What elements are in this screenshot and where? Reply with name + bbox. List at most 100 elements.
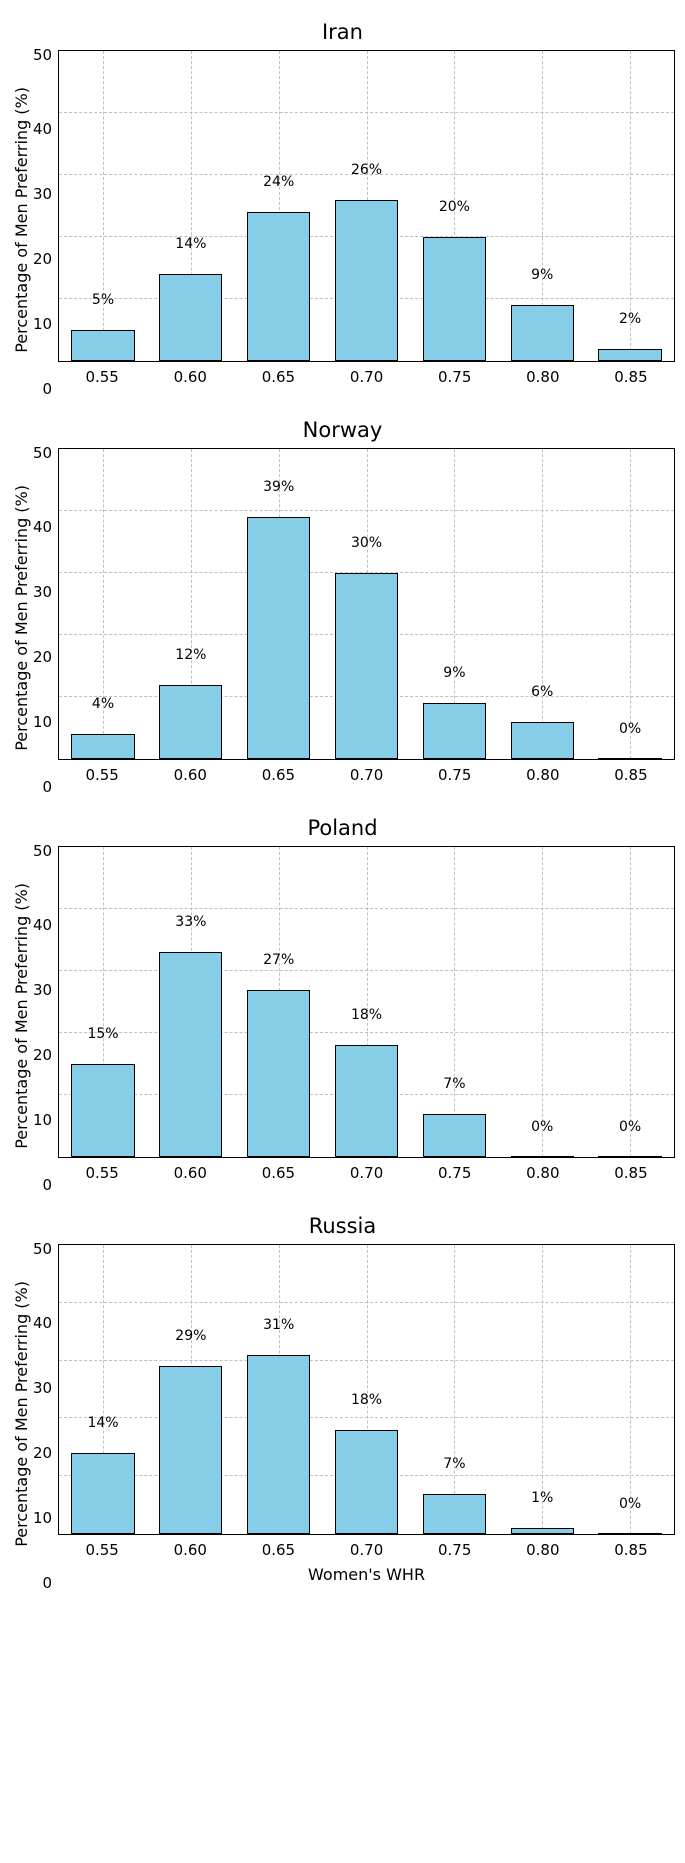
bar [335,1430,398,1534]
y-tick: 20 [33,1048,52,1063]
bar-value-label: 5% [92,292,114,311]
panel-title: Russia [10,1214,675,1238]
bar-value-label: 15% [87,1026,118,1045]
bar [598,758,661,759]
x-tick: 0.60 [174,766,207,784]
y-tick: 40 [33,918,52,933]
y-tick: 30 [33,983,52,998]
x-tick: 0.65 [262,1164,295,1182]
bar-value-label: 39% [263,479,294,498]
x-tick: 0.60 [174,368,207,386]
plot-wrap: Percentage of Men Preferring (%)50403020… [10,448,675,788]
bar-value-label: 9% [531,267,553,286]
y-ticks: 50403020100 [33,1244,58,1584]
plot-area: 5%14%24%26%20%9%2% [58,50,675,362]
plot-wrap: Percentage of Men Preferring (%) 50 40 30 20… [10,1244,675,1584]
x-tick: 0.70 [350,368,383,386]
x-tick: 0.75 [438,368,471,386]
bar [71,330,134,361]
y-tick: 0 [43,1178,53,1193]
y-tick: 20 [33,1446,52,1461]
plot-wrap: Percentage of Men Preferring (%)50403020… [10,846,675,1186]
x-tick: 0.60 [174,1164,207,1182]
bar [247,990,310,1157]
panel-title: Norway [10,418,675,442]
bars: 5%14%24%26%20%9%2% [59,51,674,361]
chart-panel: IranPercentage of Men Preferring (%)5040… [10,20,675,390]
bar [423,1114,486,1157]
bar-value-label: 4% [92,696,114,715]
bar [423,1494,486,1534]
y-tick: 30 [33,585,52,600]
bar-value-label: 18% [351,1392,382,1411]
bar-value-label: 20% [439,199,470,218]
x-tick: 0.75 [438,766,471,784]
bar-value-label: 0% [619,721,641,740]
y-tick: 0 [43,382,53,397]
y-tick: 30 [33,1381,52,1396]
bar [159,1366,222,1534]
x-tick: 0.55 [85,368,118,386]
y-axis-label: Percentage of Men Preferring (%) [10,87,33,353]
bar-value-label: 26% [351,162,382,181]
bar [335,1045,398,1157]
x-tick: 0.85 [614,766,647,784]
bar [247,212,310,361]
chart-panel: PolandPercentage of Men Preferring (%)50… [10,816,675,1186]
bar [247,1355,310,1534]
bar [335,200,398,361]
panel-title: Iran [10,20,675,44]
x-tick: 0.75 [438,1164,471,1182]
bar [423,703,486,759]
bar [598,1156,661,1157]
chart-panel: Russia Percentage of Men Preferring (%) 50… [10,1214,675,1584]
x-ticks: 0.550.600.650.700.750.800.85 [58,1535,675,1563]
x-axis-label: Women's WHR [58,1565,675,1584]
bar [159,952,222,1157]
y-tick: 50 [33,1242,52,1257]
y-tick: 20 [33,252,52,267]
bar [71,1064,134,1157]
y-tick: 40 [33,520,52,535]
bar-value-label: 18% [351,1007,382,1026]
y-ticks: 50403020100 [33,846,58,1186]
bar-value-label: 6% [531,684,553,703]
bar-value-label: 12% [175,647,206,666]
bar [511,305,574,361]
x-tick: 0.70 [350,1541,383,1559]
bar [335,573,398,759]
bar-value-label: 14% [175,236,206,255]
x-tick: 0.75 [438,1541,471,1559]
bar-value-label: 29% [175,1328,206,1347]
bar-value-label: 31% [263,1317,294,1336]
bar [159,274,222,361]
x-tick: 0.65 [262,1541,295,1559]
y-axis-label: Percentage of Men Preferring (%) [10,1281,33,1547]
bar-value-label: 27% [263,952,294,971]
x-tick: 0.65 [262,368,295,386]
y-tick: 10 [33,317,52,332]
x-tick: 0.70 [350,766,383,784]
y-axis-label: Percentage of Men Preferring (%) [10,883,33,1149]
x-tick: 0.85 [614,368,647,386]
y-tick: 40 [33,1316,52,1331]
bar-value-label: 2% [619,311,641,330]
x-tick: 0.80 [526,766,559,784]
plot-area: 14%29%31%18%7%1%0% [58,1244,675,1535]
x-tick: 0.65 [262,766,295,784]
x-tick: 0.80 [526,368,559,386]
plot-area: 15%33%27%18%7%0%0% [58,846,675,1158]
y-tick: 0 [43,1576,53,1591]
bar-value-label: 7% [443,1076,465,1095]
bars: 15%33%27%18%7%0%0% [59,847,674,1157]
x-ticks: 0.55 0.60 0.65 0.70 0.75 0.80 0.85 [58,362,675,390]
x-tick: 0.55 [85,766,118,784]
x-ticks: 0.55 0.60 0.65 0.70 0.75 0.80 0.85 [58,760,675,788]
chart-panel: NorwayPercentage of Men Preferring (%)50… [10,418,675,788]
y-tick: 0 [43,780,53,795]
bars: 14%29%31%18%7%1%0% [59,1245,674,1534]
bar [511,1528,574,1534]
y-ticks: 50403020100 [33,448,58,788]
bar [71,1453,134,1534]
bar-value-label: 7% [443,1456,465,1475]
